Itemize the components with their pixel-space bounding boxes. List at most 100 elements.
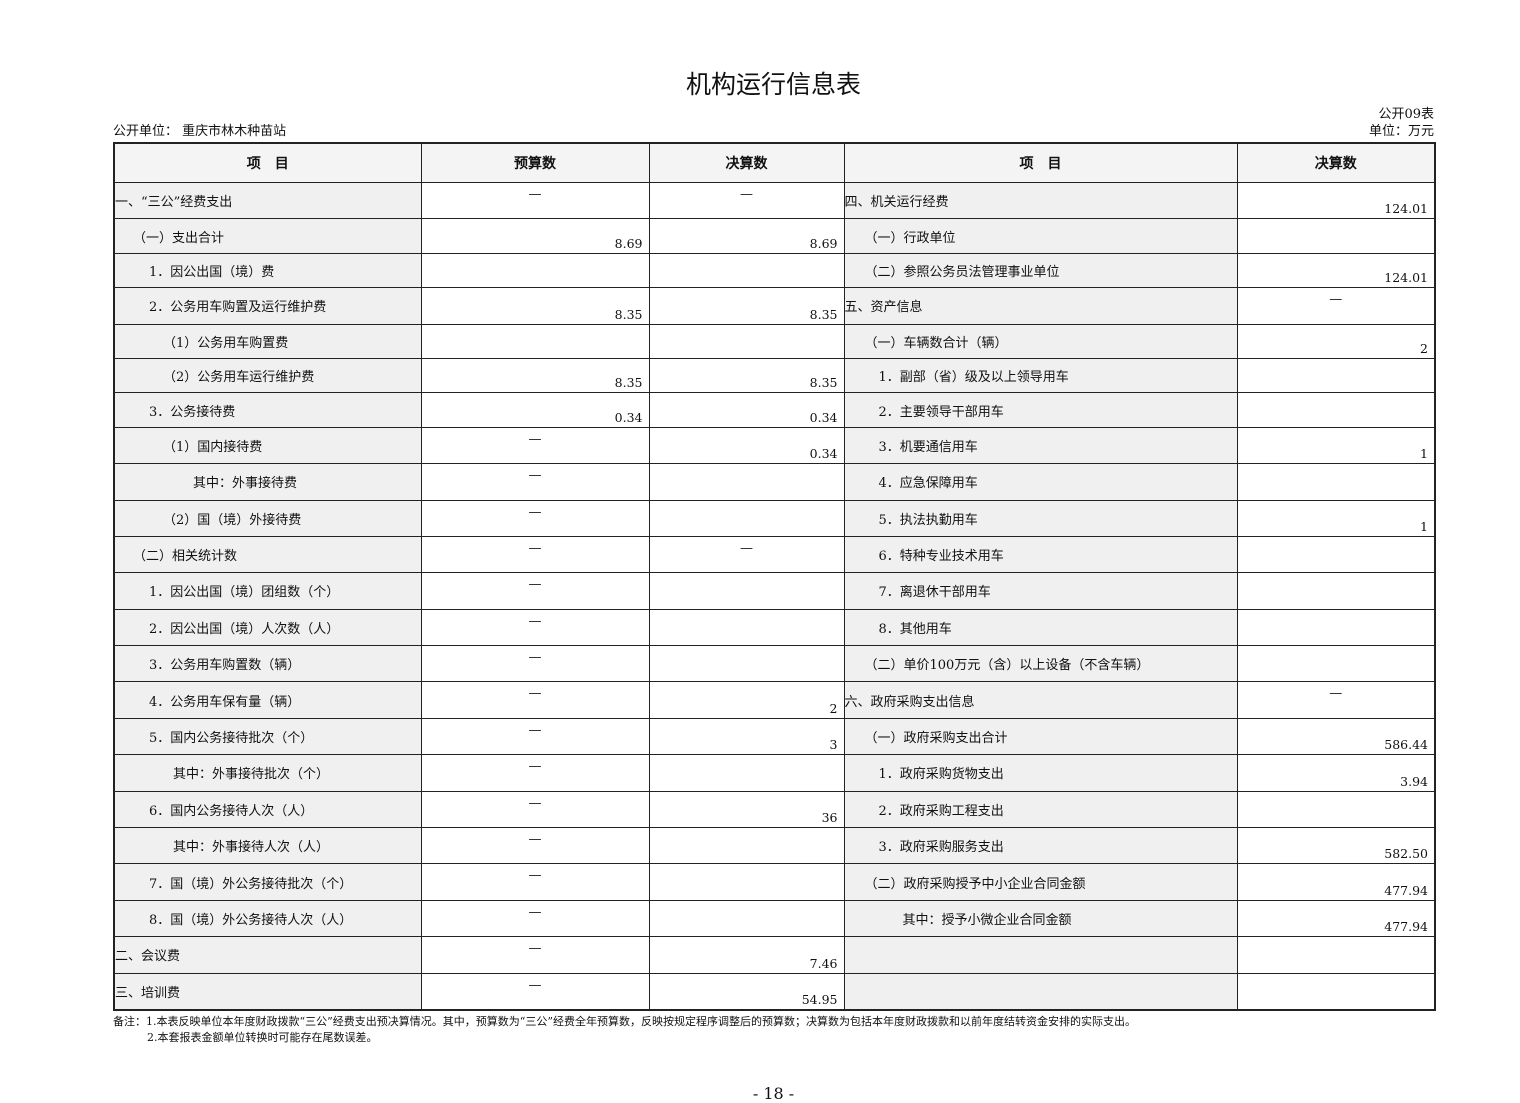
table-row: （2）公务用车运行维护费 8.35 8.35 1．副部（省）级及以上领导用车 <box>113 357 1436 394</box>
cell-item-right: 2．主要领导干部用车 <box>843 392 1238 428</box>
notes: 备注：1.本表反映单位本年度财政拨款“三公”经费支出预决算情况。其中，预算数为“… <box>113 1014 1434 1046</box>
table-row: 5．国内公务接待批次（个） —3 （一）政府采购支出合计 586.44 <box>113 717 1436 756</box>
cell-budget: — <box>420 899 650 938</box>
table-row: （1）公务用车购置费 （一）车辆数合计（辆） 2 <box>113 323 1436 359</box>
cell-budget: — <box>420 936 650 974</box>
cell-item-right: （二）参照公务员法管理事业单位 <box>843 252 1238 289</box>
cell-final-right <box>1236 608 1436 647</box>
note-1: 备注：1.本表反映单位本年度财政拨款“三公”经费支出预决算情况。其中，预算数为“… <box>113 1014 1136 1028</box>
cell-budget: 8.35 <box>420 287 650 325</box>
reporting-unit: 公开单位： 重庆市林木种苗站 <box>113 124 287 139</box>
cell-final-left: 0.34 <box>648 426 845 465</box>
page-content: 机构运行信息表 公开09表 公开单位： 重庆市林木种苗站 单位：万元 项 目 预… <box>113 68 1436 1103</box>
cell-final-left <box>648 252 845 289</box>
cell-item-right: 六、政府采购支出信息 <box>843 681 1238 719</box>
cell-item-left: （1）国内接待费 <box>113 426 422 465</box>
cell-final-left <box>648 899 845 938</box>
cell-item-right: 其中：授予小微企业合同金额 <box>843 899 1238 938</box>
cell-budget: — <box>420 463 650 501</box>
cell-final-right <box>1236 572 1436 610</box>
cell-budget: — <box>420 681 650 719</box>
cell-final-right <box>1236 357 1436 394</box>
table-row: 其中：外事接待人次（人） — 3．政府采购服务支出 582.50 <box>113 827 1436 865</box>
cell-final-left: 8.35 <box>648 287 845 325</box>
cell-item-left: 1．因公出国（境）团组数（个） <box>113 572 422 610</box>
cell-final-left <box>648 463 845 501</box>
header-item-right: 项 目 <box>843 142 1238 183</box>
cell-item-left: 5．国内公务接待批次（个） <box>113 717 422 756</box>
cell-item-left: 7．国（境）外公务接待批次（个） <box>113 863 422 901</box>
cell-item-left: 6．国内公务接待人次（人） <box>113 790 422 829</box>
cell-budget: — <box>420 426 650 465</box>
cell-final-left: — <box>648 535 845 574</box>
table-row: 7．国（境）外公务接待批次（个） — （二）政府采购授予中小企业合同金额 477.94 <box>113 863 1436 901</box>
cell-item-left: （二）相关统计数 <box>113 535 422 574</box>
cell-final-right <box>1236 392 1436 428</box>
page-number: - 18 - <box>752 1083 795 1103</box>
table-row: 2．公务用车购置及运行维护费 8.35 8.35 五、资产信息 — <box>113 287 1436 325</box>
info-table: 项 目 预算数 决算数 项 目 决算数 一、“三公”经费支出 — — 四、机关运行经费… <box>113 142 1436 1011</box>
table-row: （2）国（境）外接待费 — 5．执法执勤用车 1 <box>113 499 1436 537</box>
cell-budget: — <box>420 499 650 537</box>
cell-final-right <box>1236 645 1436 683</box>
cell-budget: 0.34 <box>420 392 650 428</box>
cell-item-right: 五、资产信息 <box>843 287 1238 325</box>
table-row: 8．国（境）外公务接待人次（人） — 其中：授予小微企业合同金额 477.94 <box>113 899 1436 938</box>
cell-budget: — <box>420 535 650 574</box>
cell-final-left: 7.46 <box>648 936 845 974</box>
cell-final-left <box>648 608 845 647</box>
cell-budget: — <box>420 972 650 1011</box>
cell-item-right: 4．应急保障用车 <box>843 463 1238 501</box>
cell-final-right <box>1236 936 1436 974</box>
cell-final-left <box>648 645 845 683</box>
cell-item-right: 6．特种专业技术用车 <box>843 535 1238 574</box>
cell-item-right <box>843 972 1238 1011</box>
cell-item-left: （1）公务用车购置费 <box>113 323 422 359</box>
cell-item-left: 2．因公出国（境）人次数（人） <box>113 608 422 647</box>
page-title: 机构运行信息表 <box>685 70 861 99</box>
cell-final-right: — <box>1236 287 1436 325</box>
table-row: （1）国内接待费 —0.34 3．机要通信用车 1 <box>113 426 1436 465</box>
table-row: 4．公务用车保有量（辆） —2 六、政府采购支出信息 — <box>113 681 1436 719</box>
cell-final-right: 477.94 <box>1236 899 1436 938</box>
cell-final-left: — <box>648 181 845 220</box>
table-row: （一）支出合计 8.69 8.69 （一）行政单位 <box>113 218 1436 254</box>
cell-item-left: 其中：外事接待批次（个） <box>113 754 422 792</box>
cell-final-right <box>1236 535 1436 574</box>
cell-item-left: 4．公务用车保有量（辆） <box>113 681 422 719</box>
cell-item-left: （2）国（境）外接待费 <box>113 499 422 537</box>
form-number: 公开09表 <box>1378 107 1434 122</box>
cell-final-right: 124.01 <box>1236 252 1436 289</box>
cell-budget: — <box>420 863 650 901</box>
cell-final-right: 124.01 <box>1236 181 1436 220</box>
cell-final-left <box>648 323 845 359</box>
cell-final-right: — <box>1236 681 1436 719</box>
table-row: 2．因公出国（境）人次数（人） — 8．其他用车 <box>113 608 1436 647</box>
cell-item-left: 3．公务接待费 <box>113 392 422 428</box>
cell-item-left: 2．公务用车购置及运行维护费 <box>113 287 422 325</box>
cell-budget: — <box>420 827 650 865</box>
cell-final-left <box>648 572 845 610</box>
cell-final-right: 1 <box>1236 499 1436 537</box>
cell-budget: — <box>420 181 650 220</box>
header-row: 项 目 预算数 决算数 项 目 决算数 <box>113 142 1436 183</box>
cell-item-left: （一）支出合计 <box>113 218 422 254</box>
cell-item-right: （一）车辆数合计（辆） <box>843 323 1238 359</box>
cell-item-right: 3．政府采购服务支出 <box>843 827 1238 865</box>
cell-final-left: 8.69 <box>648 218 845 254</box>
cell-item-left: 其中：外事接待人次（人） <box>113 827 422 865</box>
cell-item-left: 3．公务用车购置数（辆） <box>113 645 422 683</box>
cell-final-right: 477.94 <box>1236 863 1436 901</box>
header-final-right: 决算数 <box>1236 142 1436 183</box>
cell-final-left <box>648 863 845 901</box>
currency-unit: 单位：万元 <box>1368 124 1434 139</box>
cell-final-right <box>1236 463 1436 501</box>
cell-budget: — <box>420 717 650 756</box>
cell-item-right: 8．其他用车 <box>843 608 1238 647</box>
cell-item-right: （二）单价100万元（含）以上设备（不含车辆） <box>843 645 1238 683</box>
cell-item-right: （二）政府采购授予中小企业合同金额 <box>843 863 1238 901</box>
cell-final-left: 3 <box>648 717 845 756</box>
cell-item-right <box>843 936 1238 974</box>
cell-item-right: 1．副部（省）级及以上领导用车 <box>843 357 1238 394</box>
cell-final-right: 582.50 <box>1236 827 1436 865</box>
